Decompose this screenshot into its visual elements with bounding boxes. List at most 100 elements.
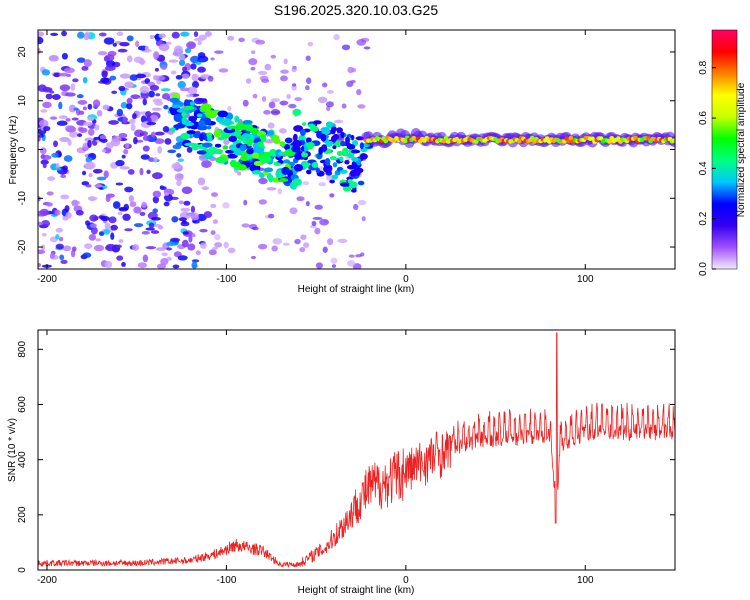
spectrogram-blob: [158, 33, 166, 39]
spectrogram-blob: [227, 247, 236, 254]
spectrogram-blob: [261, 95, 267, 103]
spectrogram-blob: [71, 199, 79, 207]
spectrogram-blob: [299, 247, 306, 253]
spectrogram-blob: [180, 31, 190, 37]
spectrogram-blob: [58, 236, 64, 242]
spectrogram-blob: [92, 168, 103, 174]
spectrogram-blob: [336, 127, 343, 134]
spectrogram-blob: [149, 34, 154, 40]
spectrogram-blob: [61, 30, 67, 37]
spectrogram-blob: [68, 104, 77, 113]
spectrogram-blob: [239, 144, 247, 152]
spectrogram-blob: [39, 208, 49, 217]
spectrogram-blob: [85, 156, 93, 163]
spectrogram-blob: [214, 50, 224, 54]
spectrogram-blob: [339, 156, 344, 162]
spectrogram-blob: [126, 55, 133, 63]
spectrogram-blob: [117, 48, 128, 53]
spectrogram-blob: [251, 50, 256, 55]
spectrogram-blob: [183, 200, 191, 206]
spectrogram-blob: [126, 102, 133, 110]
spectrogram-blob: [190, 63, 197, 70]
spectrogram-blob: [45, 202, 53, 207]
spectrogram-blob: [333, 33, 340, 41]
spectrogram-blob: [344, 159, 350, 165]
spectrogram-blob: [196, 125, 208, 131]
spectrogram-blob: [77, 100, 88, 105]
spectrogram-blob: [151, 217, 161, 221]
spectrogram-blob: [135, 40, 140, 48]
spectrogram-blob: [94, 184, 103, 188]
spectrogram-blob: [213, 129, 221, 138]
spectrogram-blob: [347, 260, 356, 267]
spectrogram-blob: [294, 238, 301, 245]
spectrogram-blob: [109, 75, 117, 81]
colorbar-tick-label: 0.0: [698, 262, 709, 276]
spectrogram-blob: [266, 130, 275, 136]
spectrogram-blob: [221, 118, 233, 127]
spectrogram-blob: [145, 227, 155, 231]
spectrogram-blob: [245, 78, 252, 84]
spectrogram-blob: [81, 170, 87, 176]
spectrogram-blob: [157, 225, 164, 230]
spectrogram-blob: [272, 238, 283, 245]
spectrogram-blob: [267, 122, 275, 129]
spectrogram-blob: [273, 137, 281, 145]
spectrogram-blob: [142, 145, 150, 152]
spectrogram-blob: [250, 255, 256, 260]
spectrogram-blob: [174, 45, 183, 53]
spectrogram-blob: [169, 97, 180, 103]
spectrogram-blob: [227, 105, 232, 112]
spectrogram-blob: [208, 146, 217, 154]
spectrogram-blob: [191, 80, 200, 89]
spectrogram-ytick-label: 0: [17, 146, 28, 152]
spectrogram-blob: [105, 195, 111, 203]
spectrogram-blob: [299, 128, 306, 137]
spectrogram-blob: [152, 98, 162, 103]
spectrogram-blob: [87, 128, 95, 136]
spectrogram-blob: [119, 166, 130, 170]
spectrogram-blob: [154, 138, 165, 145]
spectrogram-blob: [78, 110, 85, 115]
spectrogram-blob: [87, 196, 98, 201]
spectrogram-blob: [151, 107, 162, 111]
spectrogram-blob: [73, 107, 79, 111]
snr-series-line: [38, 332, 675, 568]
spectrogram-blob: [119, 41, 130, 47]
spectrogram-blob: [58, 101, 63, 110]
spectrogram-marks: [38, 30, 675, 269]
spectrogram-blob: [159, 185, 164, 189]
spectrogram-blob: [199, 242, 207, 249]
spectrogram-blob: [278, 151, 285, 156]
spectrogram-blob: [331, 264, 337, 268]
spectrogram-blob: [241, 223, 250, 228]
spectrogram-blob: [361, 216, 366, 222]
spectrogram-blob: [103, 170, 109, 179]
spectrogram-blob: [279, 177, 289, 182]
spectrogram-blob: [317, 96, 328, 104]
colorbar-tick-label: 0.4: [698, 161, 709, 175]
spectrogram-blob: [266, 187, 277, 191]
spectrogram-blob: [314, 204, 323, 210]
spectrogram-blob: [101, 70, 108, 78]
spectrogram-blob: [72, 78, 79, 83]
spectrogram-blob: [315, 167, 321, 174]
spectrogram-blob: [284, 137, 293, 144]
spectrogram-blob: [96, 110, 103, 117]
spectrogram-blob: [193, 37, 205, 42]
spectrogram-blob: [237, 164, 247, 171]
spectrogram-blob: [160, 88, 171, 92]
spectrogram-blob: [98, 32, 107, 37]
snr-xtick-label: 0: [403, 575, 409, 586]
spectrogram-blob: [142, 135, 150, 141]
spectrogram-blob: [214, 242, 223, 248]
spectrogram-blob: [268, 174, 274, 183]
spectrogram-blob: [356, 89, 362, 96]
spectrogram-blob: [40, 244, 46, 251]
spectrogram-blob: [292, 108, 302, 116]
spectrogram-blob: [104, 260, 113, 269]
spectrogram-blob: [270, 108, 281, 116]
snr-frame: [37, 329, 676, 571]
spectrogram-blob: [222, 202, 230, 209]
spectrogram-blob: [283, 58, 288, 65]
